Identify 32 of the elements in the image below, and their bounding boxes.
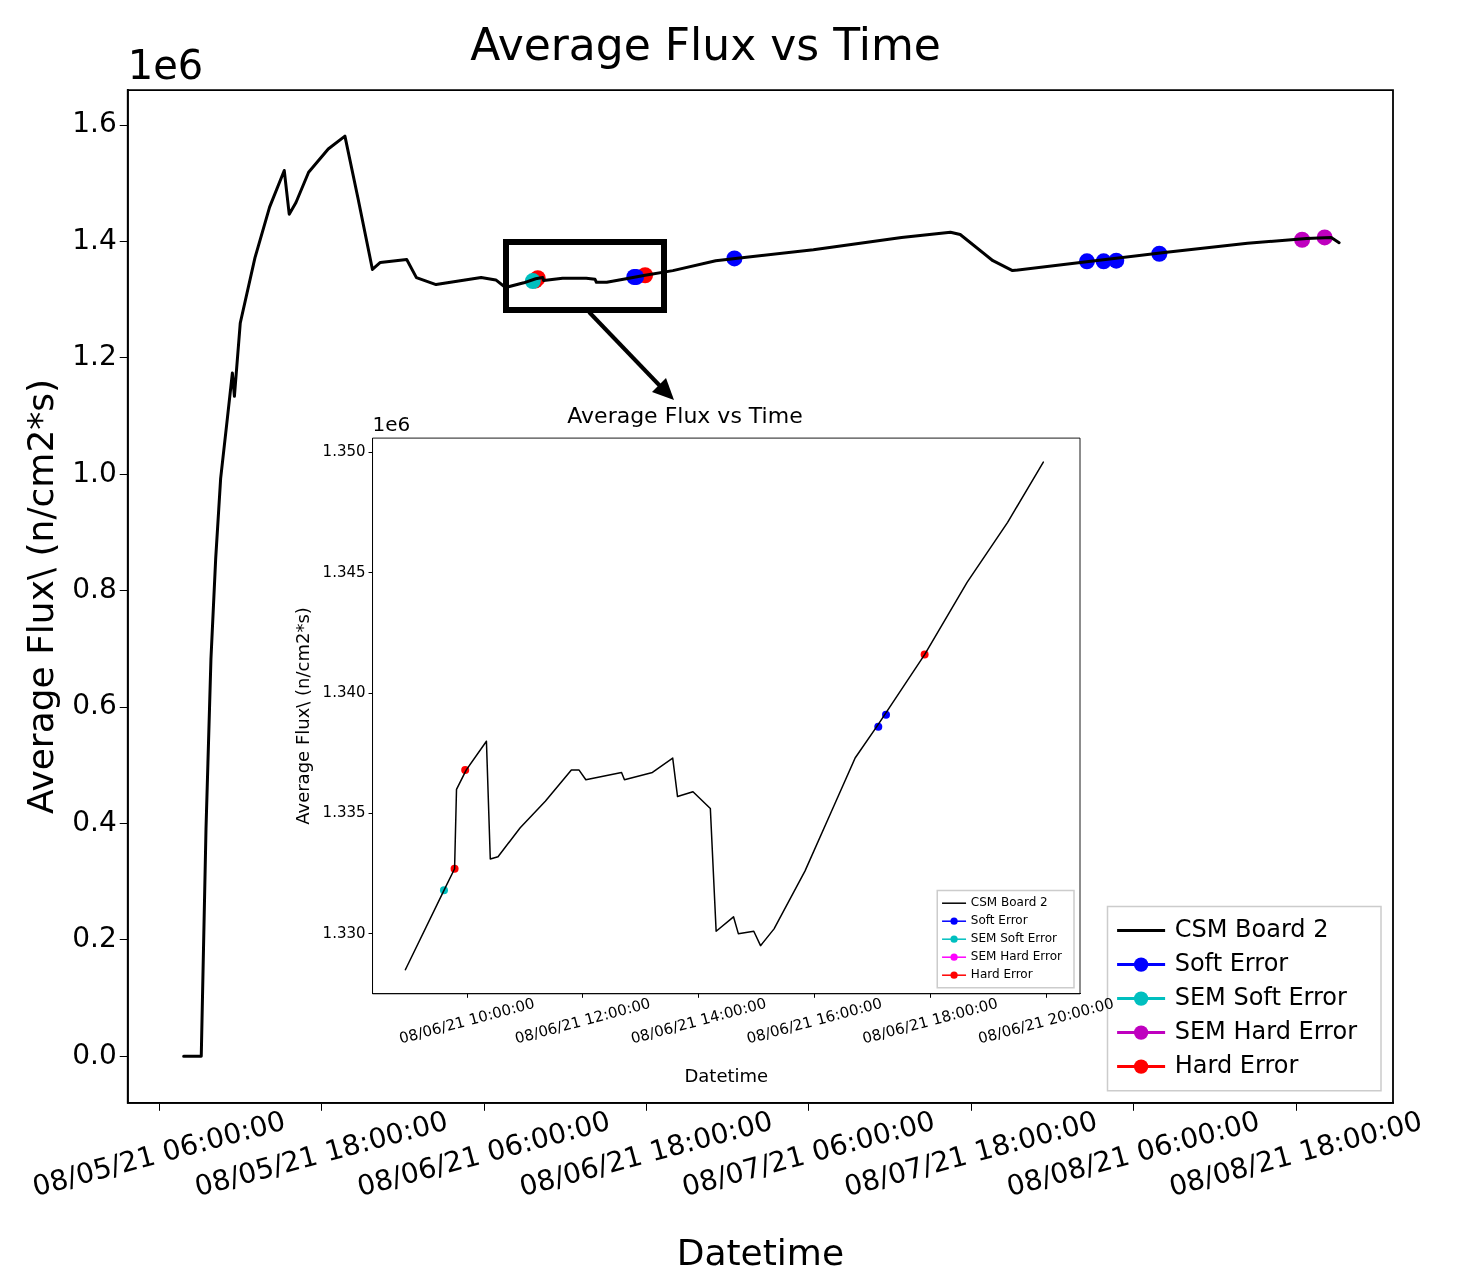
- y-tick-label: 1.4: [72, 222, 117, 256]
- y-tick-label: 1.2: [72, 339, 117, 373]
- y-tick-label: 0.2: [72, 921, 117, 955]
- y-tick-label: 0.6: [72, 688, 117, 722]
- text: 1e6: [127, 41, 204, 88]
- legend-label: SEM Soft Error: [970, 931, 1058, 946]
- y-tick-label: 0.8: [72, 571, 117, 605]
- chart-title: Average Flux vs Time: [567, 402, 803, 428]
- y-tick-label: 1.6: [72, 106, 117, 140]
- legend-label: Soft Error: [1174, 948, 1289, 977]
- legend-label: CSM Board 2: [970, 895, 1048, 910]
- legend-label: SEM Hard Error: [970, 949, 1063, 964]
- y-axis-title: Average Flux\ (n/cm2*s): [292, 607, 314, 825]
- y-tick-label: 1.340: [322, 682, 366, 701]
- legend-label: CSM Board 2: [1174, 914, 1329, 943]
- y-tick-label: 0.0: [72, 1037, 117, 1071]
- y-tick-label: 1.335: [322, 803, 366, 822]
- y-axis-title: Average Flux\ (n/cm2*s): [19, 378, 61, 815]
- x-axis-title: Datetime: [676, 1232, 845, 1274]
- x-axis-title: Datetime: [684, 1064, 769, 1086]
- legend-label: SEM Hard Error: [1174, 1016, 1358, 1045]
- legend-label: Soft Error: [970, 913, 1028, 928]
- y-tick-label: 1.350: [322, 442, 366, 461]
- legend-label: SEM Soft Error: [1174, 982, 1348, 1011]
- chart-title: Average Flux vs Time: [470, 18, 941, 70]
- y-tick-label: 1.330: [322, 923, 366, 942]
- legend-label: Hard Error: [1174, 1050, 1299, 1079]
- annotation: 1e6: [372, 412, 411, 437]
- legend-label: Hard Error: [970, 967, 1033, 982]
- y-tick-label: 1.345: [322, 562, 366, 581]
- y-tick-label: 0.4: [72, 804, 117, 838]
- y-tick-label: 1.0: [72, 455, 117, 489]
